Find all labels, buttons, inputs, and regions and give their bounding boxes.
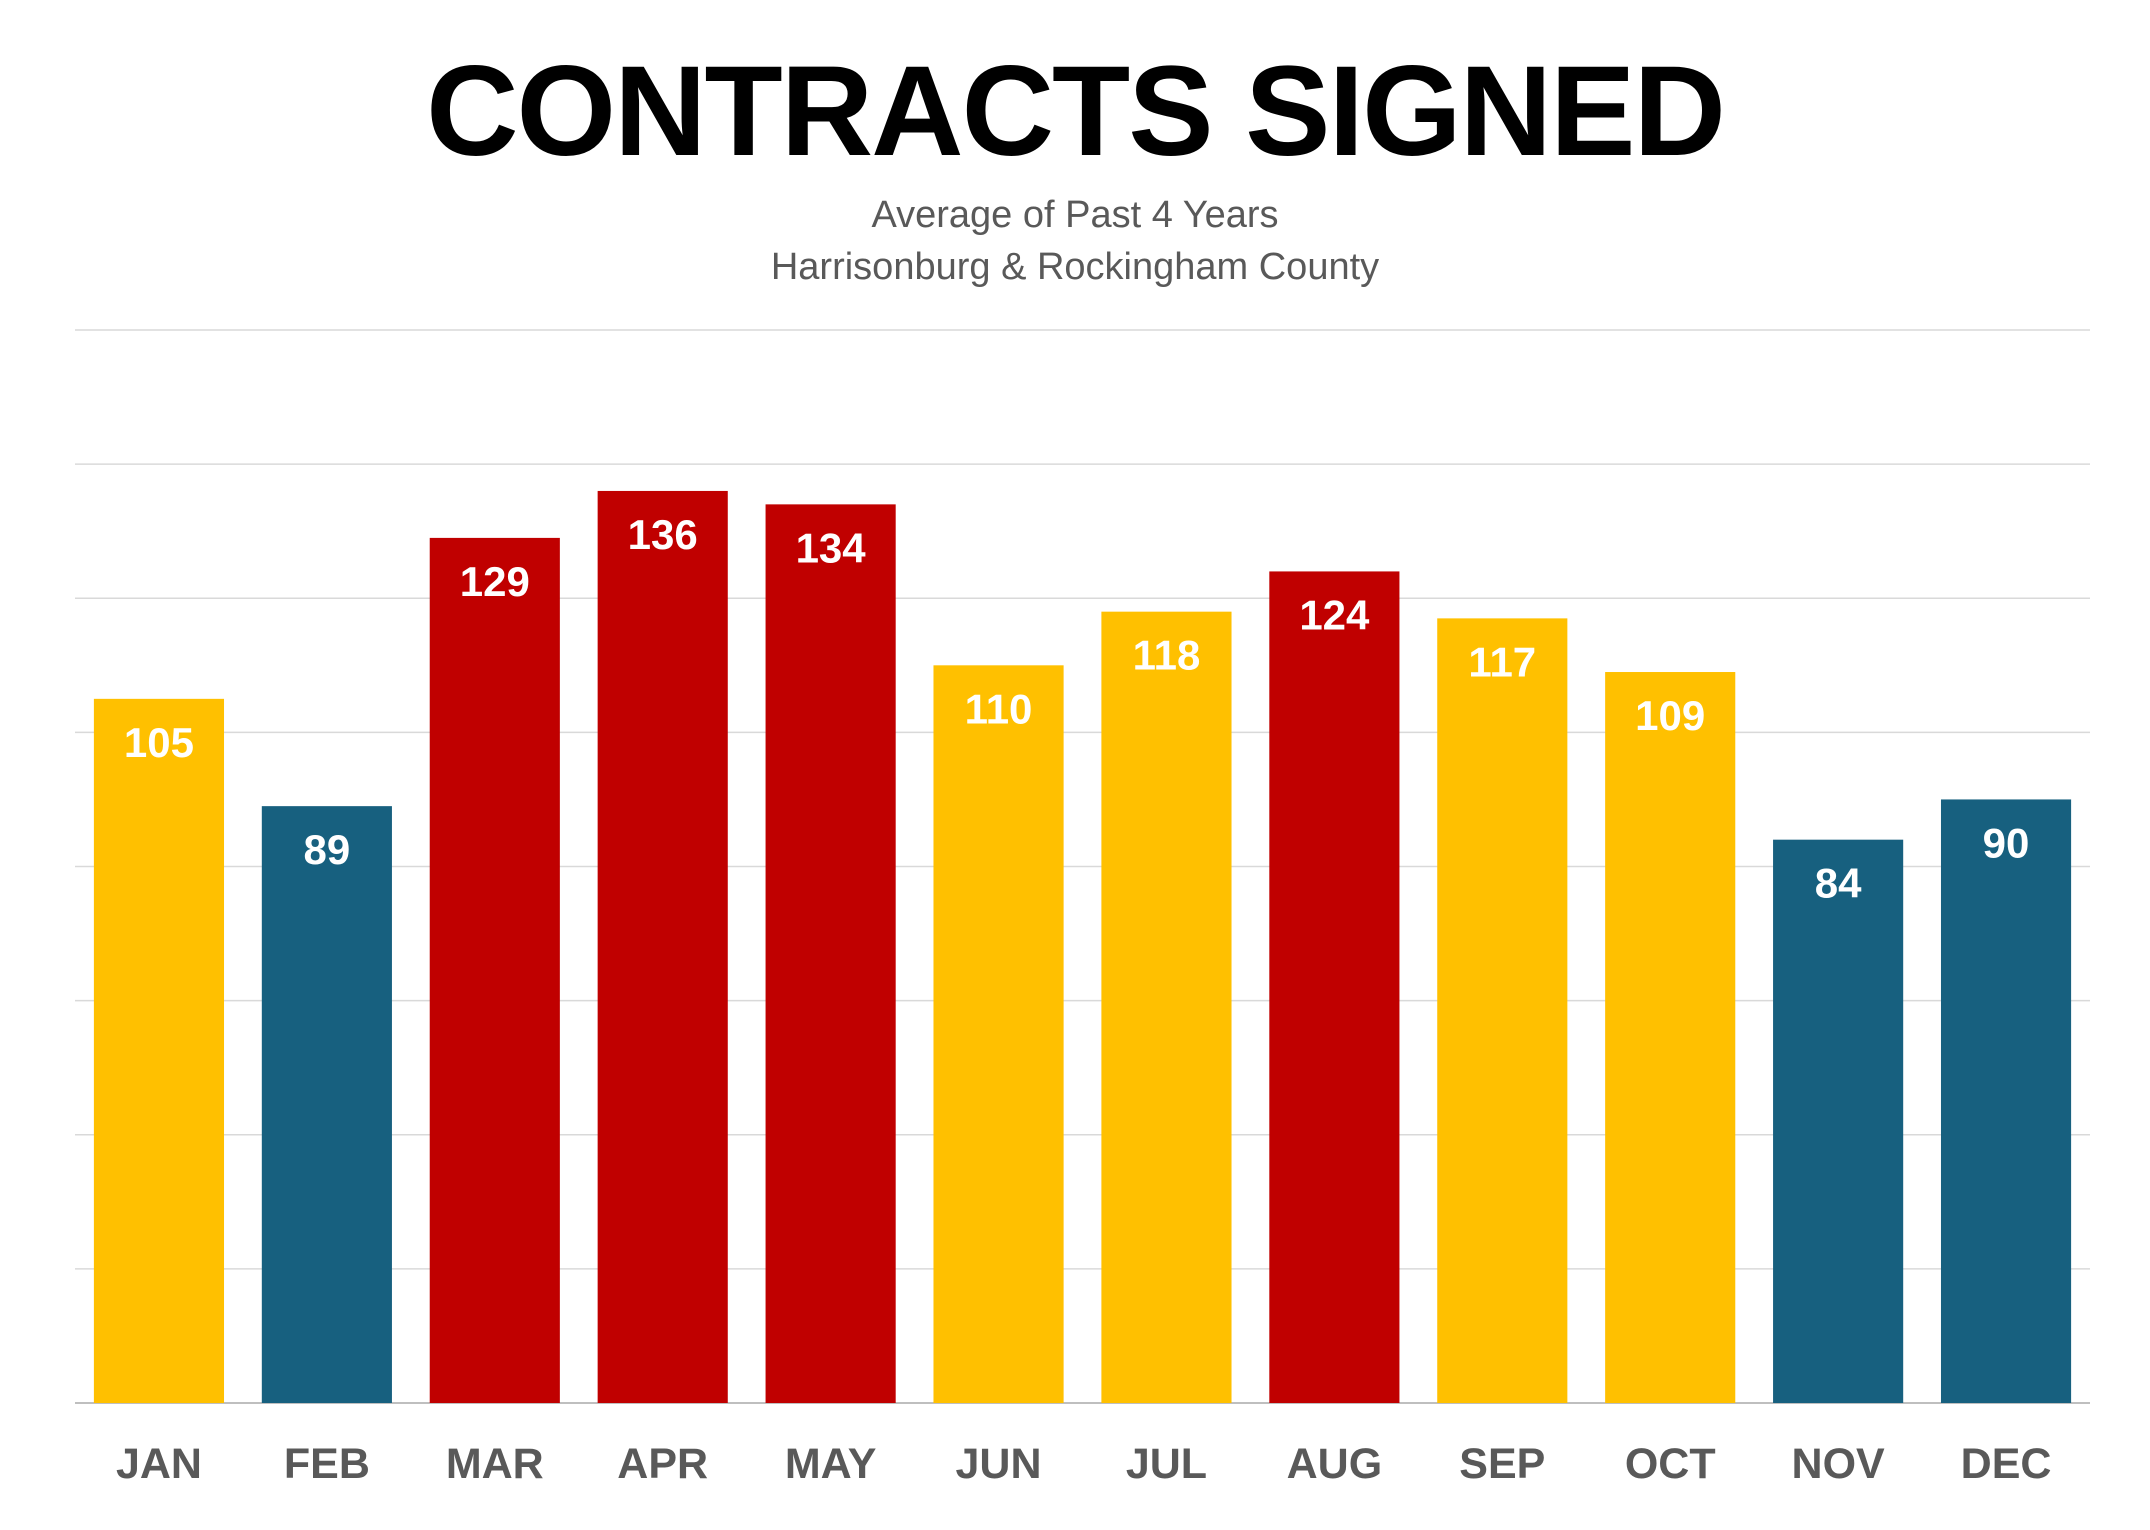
x-tick-label-may: MAY [785, 1440, 877, 1488]
data-label-oct: 109 [1635, 692, 1705, 739]
x-tick-label-feb: FEB [284, 1440, 370, 1488]
data-label-aug: 124 [1299, 591, 1370, 638]
bar-apr [597, 490, 728, 1403]
chart-title: CONTRACTS SIGNED [426, 40, 1726, 183]
chart-subtitle-line-1: Average of Past 4 Years [871, 194, 1279, 236]
data-label-sep: 117 [1468, 638, 1536, 685]
data-label-jul: 118 [1133, 632, 1201, 679]
x-tick-label-dec: DEC [1961, 1440, 2052, 1488]
data-label-jan: 105 [124, 719, 194, 766]
x-tick-label-sep: SEP [1459, 1440, 1545, 1488]
data-label-mar: 129 [460, 558, 530, 605]
bar-jun [933, 665, 1064, 1403]
data-label-feb: 89 [304, 826, 351, 873]
bar-mar [429, 537, 560, 1403]
x-tick-label-aug: AUG [1287, 1440, 1383, 1488]
bar-may [765, 504, 896, 1403]
chart-subtitle-line-2: Harrisonburg & Rockingham County [770, 246, 1380, 288]
data-label-may: 134 [796, 524, 867, 571]
bar-jul [1101, 611, 1232, 1403]
x-tick-label-mar: MAR [446, 1440, 544, 1488]
x-tick-label-jan: JAN [116, 1440, 202, 1488]
x-tick-label-jun: JUN [956, 1440, 1042, 1488]
x-tick-label-apr: APR [617, 1440, 708, 1488]
x-tick-label-jul: JUL [1126, 1440, 1207, 1488]
data-label-dec: 90 [1983, 819, 2030, 866]
bar-jan [93, 698, 225, 1403]
bar-sep [1437, 618, 1568, 1403]
bar-nov [1773, 839, 1904, 1403]
data-label-apr: 136 [628, 511, 698, 558]
bar-oct [1605, 672, 1736, 1403]
x-tick-label-oct: OCT [1625, 1440, 1716, 1488]
bar-aug [1269, 571, 1400, 1403]
data-label-jun: 110 [965, 685, 1033, 732]
bar-dec [1940, 799, 2072, 1403]
data-label-nov: 84 [1815, 860, 1862, 907]
bar-feb [261, 806, 392, 1403]
x-tick-label-nov: NOV [1792, 1440, 1886, 1488]
